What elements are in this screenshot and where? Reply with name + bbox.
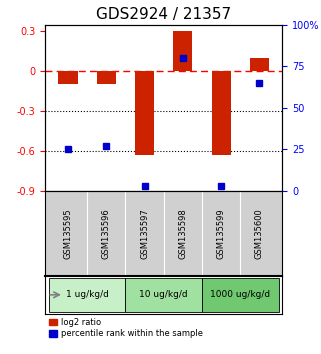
Bar	[212, 71, 231, 155]
Text: GSM135595: GSM135595	[64, 208, 73, 258]
Text: GSM135598: GSM135598	[178, 208, 187, 259]
Bar	[135, 71, 154, 155]
Legend: log2 ratio, percentile rank within the sample: log2 ratio, percentile rank within the s…	[49, 318, 203, 338]
Bar	[250, 58, 269, 71]
Text: GSM135599: GSM135599	[217, 208, 226, 258]
FancyBboxPatch shape	[126, 278, 202, 312]
Text: GSM135596: GSM135596	[102, 208, 111, 259]
Text: 1000 ug/kg/d: 1000 ug/kg/d	[210, 290, 270, 299]
FancyBboxPatch shape	[202, 278, 279, 312]
FancyBboxPatch shape	[49, 278, 126, 312]
Bar	[58, 71, 77, 85]
Title: GDS2924 / 21357: GDS2924 / 21357	[96, 7, 231, 22]
Text: 1 ug/kg/d: 1 ug/kg/d	[66, 290, 108, 299]
Text: GSM135600: GSM135600	[255, 208, 264, 259]
Text: GSM135597: GSM135597	[140, 208, 149, 259]
Bar	[173, 32, 193, 71]
Text: 10 ug/kg/d: 10 ug/kg/d	[139, 290, 188, 299]
Bar	[97, 71, 116, 85]
